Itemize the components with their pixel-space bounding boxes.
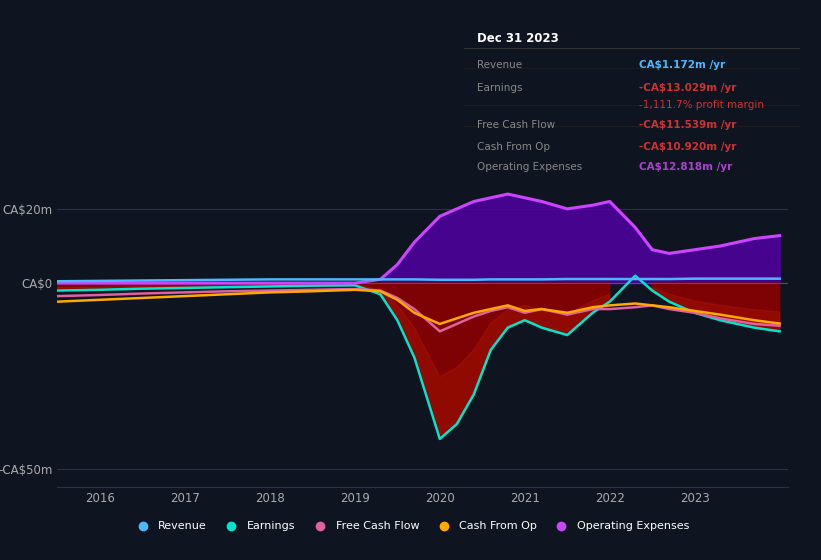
Text: Free Cash Flow: Free Cash Flow [477, 120, 556, 130]
Text: Earnings: Earnings [477, 83, 523, 93]
Text: -CA$10.920m /yr: -CA$10.920m /yr [639, 142, 736, 152]
Text: CA$1.172m /yr: CA$1.172m /yr [639, 60, 725, 70]
Text: -1,111.7% profit margin: -1,111.7% profit margin [639, 100, 764, 110]
Legend: Revenue, Earnings, Free Cash Flow, Cash From Op, Operating Expenses: Revenue, Earnings, Free Cash Flow, Cash … [127, 517, 694, 536]
Text: Cash From Op: Cash From Op [477, 142, 550, 152]
Text: Operating Expenses: Operating Expenses [477, 161, 583, 171]
Text: CA$12.818m /yr: CA$12.818m /yr [639, 161, 732, 171]
Text: Revenue: Revenue [477, 60, 522, 70]
Text: -CA$11.539m /yr: -CA$11.539m /yr [639, 120, 736, 130]
Text: -CA$13.029m /yr: -CA$13.029m /yr [639, 83, 736, 93]
Text: Dec 31 2023: Dec 31 2023 [477, 32, 559, 45]
